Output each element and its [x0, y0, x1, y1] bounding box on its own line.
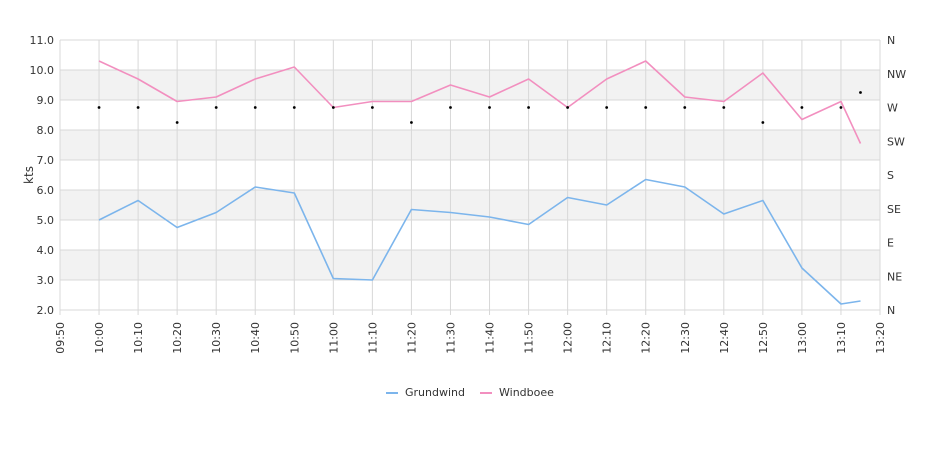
- legend-item-windboee[interactable]: Windboee: [480, 386, 554, 399]
- x-tick-label: 09:50: [54, 322, 67, 354]
- legend-label-windboee: Windboee: [499, 386, 554, 399]
- x-tick-label: 12:50: [757, 322, 770, 354]
- direction-point: [644, 106, 648, 109]
- plot-band: [60, 130, 880, 160]
- series-line-grundwind: [98, 178, 861, 305]
- x-tick-label: 11:10: [366, 322, 379, 354]
- plot-band: [60, 250, 880, 280]
- x-tick-label: 11:40: [484, 322, 497, 354]
- direction-point: [722, 106, 726, 109]
- x-tick-label: 13:00: [796, 322, 809, 354]
- legend[interactable]: Grundwind Windboee: [386, 386, 554, 399]
- y-tick-label: 8.0: [37, 124, 55, 137]
- y-tick-label: 3.0: [37, 274, 55, 287]
- series-line-windboee: [98, 60, 862, 144]
- y-axis-ticks: 2.0 3.0 4.0 5.0 6.0 7.0 8.0 9.0 10.0 11.0: [30, 34, 55, 317]
- legend-item-grundwind[interactable]: Grundwind: [386, 386, 465, 399]
- direction-tick-label: SW: [887, 135, 905, 148]
- x-tick-label: 10:20: [171, 322, 184, 354]
- x-tick-label: 13:20: [874, 322, 887, 354]
- direction-point: [253, 106, 257, 109]
- direction-point: [410, 121, 413, 124]
- legend-label-grundwind: Grundwind: [405, 386, 465, 399]
- y-tick-label: 9.0: [37, 94, 55, 107]
- direction-point: [370, 106, 374, 109]
- y-tick-label: 4.0: [37, 244, 55, 257]
- direction-tick-label: W: [887, 102, 898, 115]
- direction-point: [488, 106, 491, 109]
- direction-point: [566, 106, 570, 109]
- direction-tick-label: E: [887, 237, 894, 250]
- x-tick-label: 12:00: [562, 322, 575, 354]
- direction-point: [292, 106, 296, 109]
- y-tick-label: 7.0: [37, 154, 55, 167]
- y-tick-label: 6.0: [37, 184, 55, 197]
- y-axis-label: kts: [22, 166, 36, 184]
- direction-axis-ticks: N NE E SE S SW W NW N: [887, 34, 906, 317]
- x-axis-ticks: 09:50 10:00 10:10 10:20 10:30 10:40 10:50 11:00…: [54, 322, 887, 354]
- x-tick-label: 11:20: [405, 322, 418, 354]
- direction-point: [214, 106, 218, 109]
- x-tick-label: 13:10: [835, 322, 848, 354]
- x-tick-label: 11:00: [327, 322, 340, 354]
- direction-point: [800, 106, 804, 109]
- x-tick-label: 12:40: [718, 322, 731, 354]
- x-tick-label: 12:20: [640, 322, 653, 354]
- direction-tick-label: N: [887, 34, 895, 47]
- direction-point: [527, 106, 530, 109]
- direction-point: [839, 106, 843, 109]
- direction-point: [683, 106, 687, 109]
- direction-tick-label: NW: [887, 68, 906, 81]
- direction-point: [175, 121, 179, 124]
- y-tick-label: 11.0: [30, 34, 55, 47]
- y-tick-label: 10.0: [30, 64, 55, 77]
- direction-tick-label: S: [887, 169, 894, 182]
- y-tick-label: 2.0: [37, 304, 55, 317]
- x-tick-label: 12:30: [679, 322, 692, 354]
- direction-point: [136, 106, 140, 109]
- direction-points: [97, 91, 862, 124]
- y-tick-label: 5.0: [37, 214, 55, 227]
- plot-band: [60, 70, 880, 100]
- plot-bands: [60, 70, 880, 280]
- x-tick-label: 11:30: [444, 322, 457, 354]
- series-lines: [98, 60, 862, 305]
- direction-tick-label: N: [887, 304, 895, 317]
- x-tick-label: 11:50: [523, 322, 536, 354]
- x-tick-label: 10:30: [210, 322, 223, 354]
- x-tick-label: 10:00: [93, 322, 106, 354]
- x-tick-label: 10:50: [288, 322, 301, 354]
- direction-point: [331, 106, 335, 109]
- x-tick-label: 12:10: [601, 322, 614, 354]
- direction-tick-label: SE: [887, 203, 901, 216]
- direction-point: [605, 106, 609, 109]
- grid-lines: [59, 39, 881, 315]
- direction-point: [97, 106, 101, 109]
- direction-point: [449, 106, 452, 109]
- direction-point: [761, 121, 765, 124]
- x-tick-label: 10:10: [132, 322, 145, 354]
- direction-point: [859, 91, 862, 94]
- direction-tick-label: NE: [887, 270, 902, 283]
- x-tick-label: 10:40: [249, 322, 262, 354]
